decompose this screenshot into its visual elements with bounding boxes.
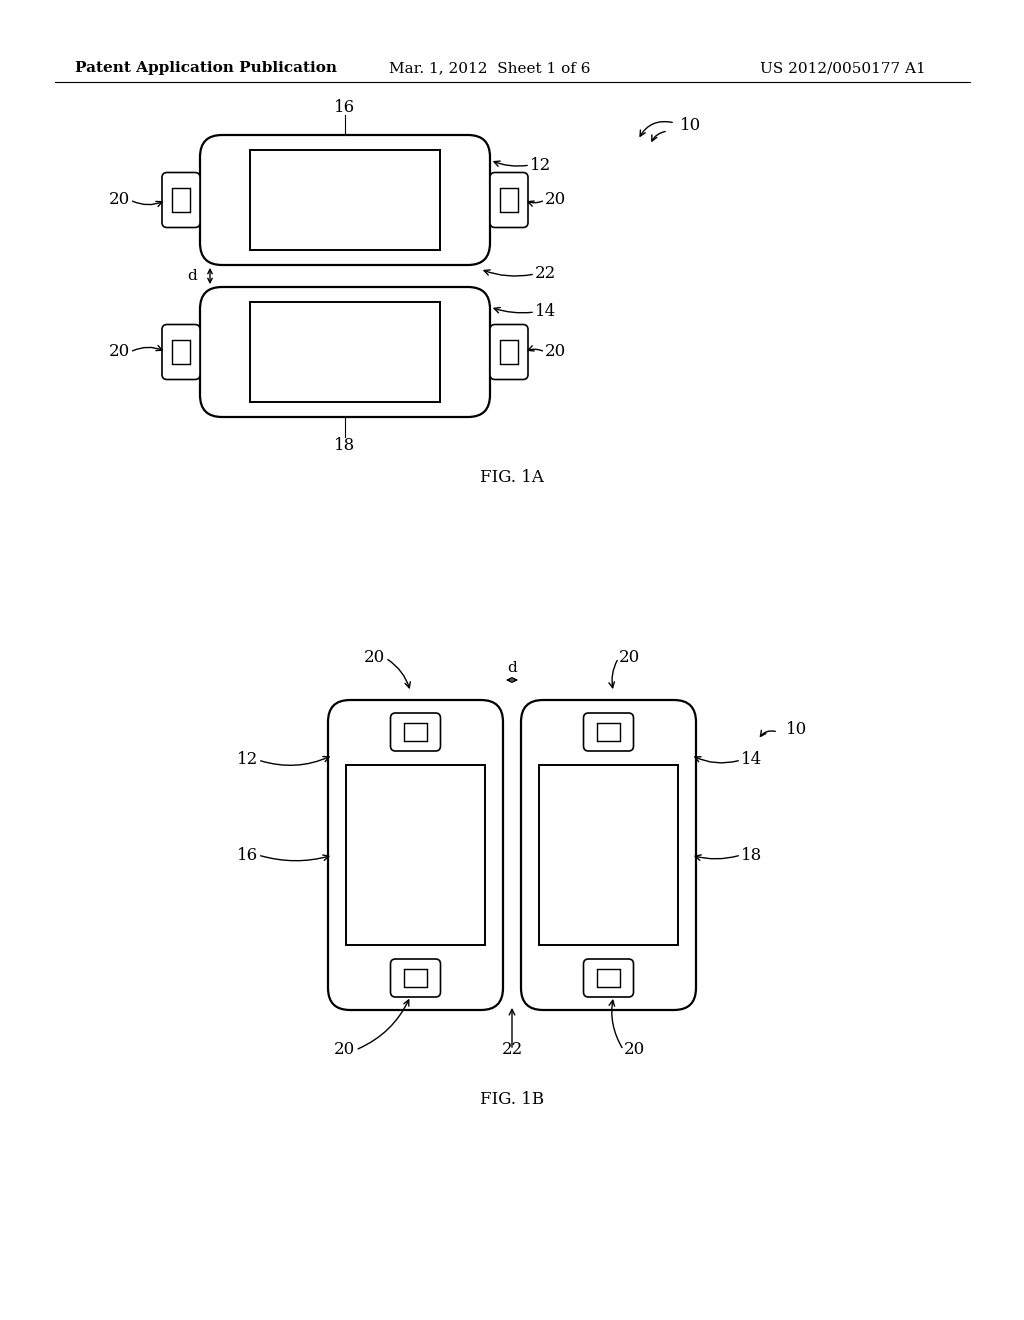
FancyBboxPatch shape — [521, 700, 696, 1010]
Text: 20: 20 — [545, 191, 566, 209]
Bar — [346, 766, 485, 945]
Text: Mar. 1, 2012  Sheet 1 of 6: Mar. 1, 2012 Sheet 1 of 6 — [389, 61, 591, 75]
FancyBboxPatch shape — [390, 960, 440, 997]
Text: 14: 14 — [535, 304, 556, 321]
Text: 16: 16 — [335, 99, 355, 116]
Text: Patent Application Publication: Patent Application Publication — [75, 61, 337, 75]
Bar — [597, 723, 620, 741]
Text: FIG. 1B: FIG. 1B — [480, 1092, 544, 1109]
Bar — [250, 150, 440, 249]
Text: 10: 10 — [786, 722, 807, 738]
Bar — [501, 339, 517, 364]
Bar — [404, 969, 427, 986]
Text: 10: 10 — [680, 116, 701, 133]
Text: 20: 20 — [334, 1041, 355, 1059]
FancyBboxPatch shape — [200, 135, 490, 265]
Text: 20: 20 — [109, 191, 130, 209]
Text: d: d — [187, 269, 197, 282]
Text: d: d — [507, 661, 517, 675]
FancyBboxPatch shape — [390, 713, 440, 751]
Text: 12: 12 — [530, 157, 551, 173]
Text: 16: 16 — [237, 846, 258, 863]
Text: 22: 22 — [502, 1041, 522, 1059]
Text: 20: 20 — [624, 1041, 645, 1059]
Text: 18: 18 — [335, 437, 355, 454]
Text: 20: 20 — [109, 343, 130, 360]
FancyBboxPatch shape — [200, 286, 490, 417]
Bar — [250, 302, 440, 403]
FancyBboxPatch shape — [584, 960, 634, 997]
FancyBboxPatch shape — [584, 713, 634, 751]
Bar — [597, 969, 620, 986]
FancyBboxPatch shape — [328, 700, 503, 1010]
Bar — [404, 723, 427, 741]
Text: FIG. 1A: FIG. 1A — [480, 469, 544, 486]
FancyBboxPatch shape — [162, 325, 200, 380]
Text: 14: 14 — [741, 751, 762, 768]
Bar — [172, 187, 189, 213]
Text: 12: 12 — [237, 751, 258, 768]
Bar — [539, 766, 678, 945]
Text: 20: 20 — [545, 343, 566, 360]
Text: US 2012/0050177 A1: US 2012/0050177 A1 — [760, 61, 926, 75]
Text: 20: 20 — [365, 649, 385, 667]
FancyBboxPatch shape — [490, 325, 528, 380]
Text: 20: 20 — [618, 649, 640, 667]
Text: 22: 22 — [535, 265, 556, 282]
FancyBboxPatch shape — [490, 173, 528, 227]
Text: 18: 18 — [741, 846, 762, 863]
Bar — [501, 187, 517, 213]
FancyBboxPatch shape — [162, 173, 200, 227]
Bar — [172, 339, 189, 364]
